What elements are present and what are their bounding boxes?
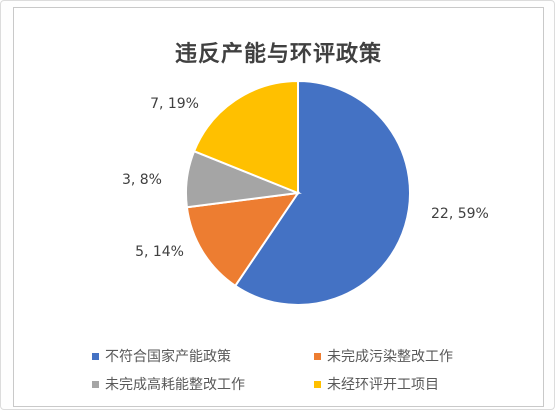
legend-swatch-1 [92, 352, 99, 360]
chart-title: 违反产能与环评政策 [174, 42, 382, 67]
legend-swatch-2 [314, 352, 321, 360]
legend-label-1: 不符合国家产能政策 [105, 349, 231, 365]
chart-card: 违反产能与环评政策 22, 59% 5, 14% 3, 8% 7, 19% 不符合国家… [13, 7, 544, 407]
pie-slice-1 [233, 79, 411, 306]
legend-swatch-4 [314, 380, 321, 388]
pie-slice-4 [192, 79, 299, 195]
data-label-2: 5, 14% [135, 244, 184, 260]
pie-chart: 22, 59% 5, 14% 3, 8% 7, 19% [122, 79, 489, 306]
data-label-1: 22, 59% [431, 206, 489, 222]
legend-item-4: 未经环评开工项目 [314, 374, 439, 394]
data-label-3: 3, 8% [122, 172, 162, 188]
legend-label-3: 未完成高耗能整改工作 [105, 377, 245, 393]
legend-item-3: 未完成高耗能整改工作 [92, 374, 245, 394]
pie-slice-2 [185, 191, 301, 288]
data-label-4: 7, 19% [150, 96, 199, 112]
legend-item-2: 未完成污染整改工作 [314, 346, 453, 366]
legend-label-2: 未完成污染整改工作 [327, 349, 453, 365]
legend-item-1: 不符合国家产能政策 [92, 346, 231, 366]
legend-swatch-3 [92, 380, 99, 388]
legend-label-4: 未经环评开工项目 [327, 377, 439, 393]
